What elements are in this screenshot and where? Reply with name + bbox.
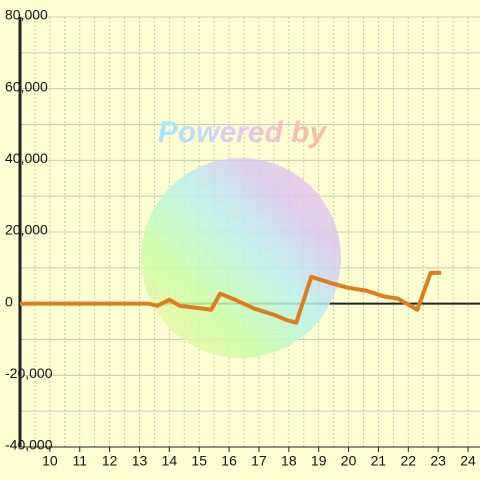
y-tick-label: 60,000 xyxy=(5,78,48,94)
plot: -40,000 -20,000 0 20,000 40,000 60,000 80,000 1… xyxy=(5,7,480,469)
watermark: Powered by xyxy=(158,116,328,149)
x-tick-label: 14 xyxy=(162,453,178,469)
x-tick-label: 15 xyxy=(191,453,207,469)
x-tick-label: 24 xyxy=(460,453,476,469)
x-tick-label: 22 xyxy=(401,453,417,469)
y-tick-label: 40,000 xyxy=(5,150,48,166)
x-tick-label: 18 xyxy=(281,453,297,469)
x-tick-label: 16 xyxy=(221,453,237,469)
x-tick-label: 12 xyxy=(102,453,118,469)
x-tick-label: 17 xyxy=(251,453,267,469)
x-tick-label: 13 xyxy=(132,453,148,469)
x-tick-label: 21 xyxy=(371,453,387,469)
y-tick-label: -40,000 xyxy=(5,437,53,453)
y-tick-label: 80,000 xyxy=(5,7,48,23)
watermark-logo xyxy=(141,158,341,358)
x-tick-label: 11 xyxy=(72,453,87,469)
y-tick-label: 20,000 xyxy=(5,222,48,238)
x-tick-label: 23 xyxy=(430,453,446,469)
x-tick-label: 19 xyxy=(311,453,327,469)
y-tick-label: -20,000 xyxy=(5,365,53,381)
series-line xyxy=(20,270,442,325)
x-tick-label: 10 xyxy=(42,453,58,469)
y-tick-label: 0 xyxy=(5,293,13,309)
x-tick-label: 20 xyxy=(341,453,357,469)
